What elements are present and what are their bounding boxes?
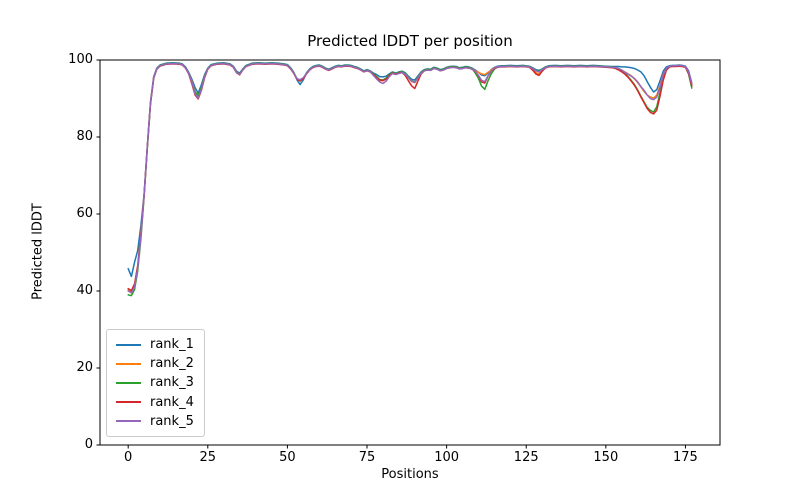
y-tick-label: 40	[76, 283, 93, 298]
legend-label: rank_4	[150, 394, 194, 410]
y-axis-label: Predicted lDDT	[30, 203, 46, 300]
x-tick-label: 75	[358, 450, 376, 465]
legend-label: rank_5	[150, 413, 194, 429]
y-tick-label: 100	[68, 52, 93, 67]
y-tick-label: 80	[76, 129, 93, 144]
legend-label: rank_1	[150, 337, 194, 353]
series-line-rank_5	[127, 62, 693, 294]
legend-entry-rank_1: rank_1	[116, 337, 195, 352]
series-line-rank_2	[127, 62, 693, 293]
legend-label: rank_3	[150, 375, 194, 391]
x-axis-label: Positions	[381, 467, 439, 482]
x-tick-label: 100	[434, 450, 460, 465]
legend-line-swatch	[116, 381, 141, 384]
axes-spines	[99, 59, 721, 446]
legend-entry-rank_3: rank_3	[116, 375, 195, 390]
series-line-rank_1	[127, 61, 693, 278]
chart-title: Predicted lDDT per position	[307, 32, 513, 50]
legend-line-swatch	[116, 401, 141, 404]
x-tick-label: 125	[513, 450, 539, 465]
legend-line-swatch	[116, 420, 141, 423]
legend-entry-rank_5: rank_5	[116, 414, 195, 429]
y-tick-label: 0	[84, 437, 93, 452]
legend-label: rank_2	[150, 356, 194, 372]
series-line-rank_3	[127, 62, 693, 297]
x-tick-label: 50	[279, 450, 296, 465]
legend-entry-rank_4: rank_4	[116, 395, 195, 410]
x-tick-label: 150	[593, 450, 619, 465]
y-tick-label: 60	[76, 206, 93, 221]
legend-line-swatch	[116, 362, 141, 365]
x-tick-label: 0	[124, 450, 133, 465]
x-tick-label: 25	[199, 450, 217, 465]
y-tick-label: 20	[76, 360, 93, 375]
legend-line-swatch	[116, 343, 141, 346]
legend-entry-rank_2: rank_2	[116, 356, 195, 371]
x-tick-label: 175	[673, 450, 698, 465]
series-line-rank_4	[127, 63, 693, 292]
legend: rank_1 rank_2 rank_3 rank_4 rank_5	[106, 329, 205, 437]
